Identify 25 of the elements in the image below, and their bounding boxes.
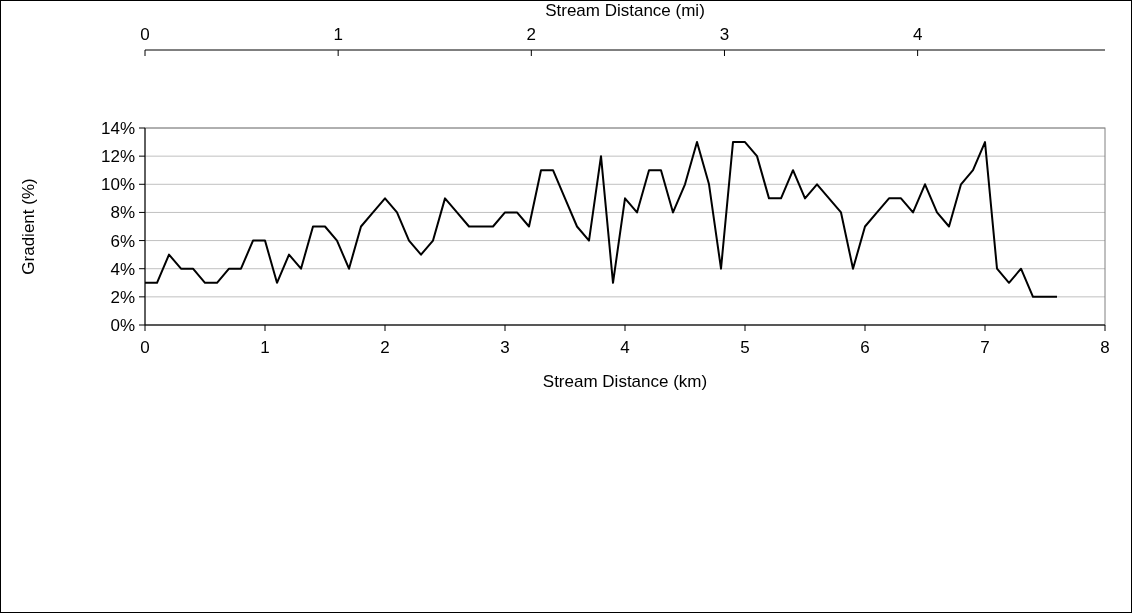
x2-tick-label: 1 xyxy=(333,25,343,44)
x-tick-label: 2 xyxy=(380,338,390,357)
y-tick-label: 8% xyxy=(110,203,135,223)
y-tick-label: 2% xyxy=(110,287,135,307)
x-tick-label: 8 xyxy=(1100,338,1110,357)
x-tick-label: 3 xyxy=(500,338,510,357)
y-tick-label: 0% xyxy=(110,316,135,335)
y-tick-label: 4% xyxy=(110,259,135,279)
y-tick-label: 6% xyxy=(110,231,135,251)
x-tick-label: 1 xyxy=(260,338,270,357)
x2-tick-label: 0 xyxy=(140,25,150,44)
y-tick-label: 12% xyxy=(100,147,135,167)
y-axis-title: Gradient (%) xyxy=(19,178,38,275)
y-tick-label: 10% xyxy=(100,175,135,195)
x-tick-label: 4 xyxy=(620,338,630,357)
x2-tick-label: 2 xyxy=(526,25,537,44)
x-axis-title: Stream Distance (km) xyxy=(542,372,708,391)
x-tick-label: 0 xyxy=(140,338,150,357)
x2-tick-label: 3 xyxy=(719,25,730,44)
x-tick-label: 6 xyxy=(860,338,870,357)
y-tick-label: 14% xyxy=(100,119,135,138)
x2-tick-label: 4 xyxy=(912,25,923,44)
x2-axis-title: Stream Distance (mi) xyxy=(545,1,705,20)
x-tick-label: 5 xyxy=(740,338,750,357)
x-tick-label: 7 xyxy=(980,338,990,357)
